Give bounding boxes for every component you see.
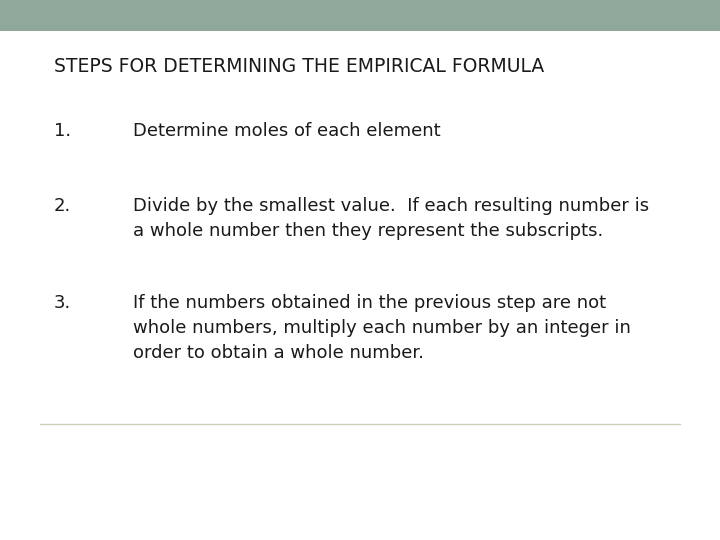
Text: STEPS FOR DETERMINING THE EMPIRICAL FORMULA: STEPS FOR DETERMINING THE EMPIRICAL FORM…	[54, 57, 544, 76]
Text: If the numbers obtained in the previous step are not
whole numbers, multiply eac: If the numbers obtained in the previous …	[133, 294, 631, 362]
Text: Divide by the smallest value.  If each resulting number is
a whole number then t: Divide by the smallest value. If each re…	[133, 197, 649, 240]
Text: Determine moles of each element: Determine moles of each element	[133, 122, 441, 139]
Text: 2.: 2.	[54, 197, 71, 215]
Text: 3.: 3.	[54, 294, 71, 312]
Bar	[0, 0, 720, 31]
Text: 1.: 1.	[54, 122, 71, 139]
